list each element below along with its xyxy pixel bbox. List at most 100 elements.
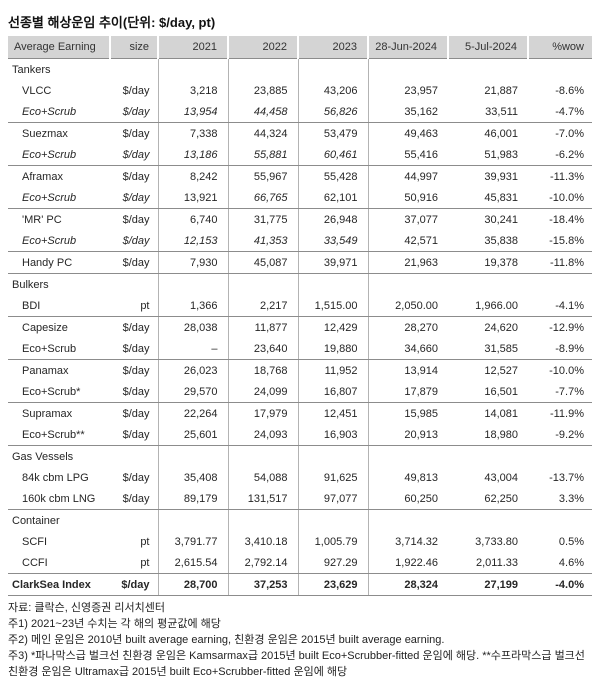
- value-cell: -7.0%: [555, 127, 584, 140]
- value-cell: -8.6%: [555, 84, 584, 97]
- unit-cell: $/day: [110, 424, 158, 446]
- section-label: Bulkers: [12, 278, 49, 291]
- unit-cell: $/day: [122, 364, 150, 377]
- value-cell: 35,408: [157, 467, 228, 488]
- value-cell: 24,099: [227, 381, 298, 403]
- value-cell: 31,585: [448, 338, 528, 360]
- empty-cell: [227, 273, 298, 295]
- freight-table-body: Tankers VLCC $/day 3,218 23,885 43,206 23,957 2…: [8, 58, 592, 596]
- value-cell: 37,077: [367, 208, 448, 230]
- value-cell: 33,511: [448, 101, 528, 123]
- value-cell: 42,571: [367, 230, 448, 252]
- row-label: 84k cbm LPG: [22, 471, 89, 484]
- value-cell: 51,983: [448, 144, 528, 166]
- row-label: 'MR' PC: [22, 213, 62, 226]
- value-cell: -4.1%: [528, 295, 592, 317]
- value-cell: 16,807: [297, 381, 368, 403]
- row-label: Aframax: [22, 170, 63, 183]
- section-row: Tankers: [8, 58, 592, 81]
- value-cell: 7,930: [157, 251, 228, 274]
- value-cell: 8,242: [157, 165, 228, 187]
- value-cell: 11,877: [227, 316, 298, 338]
- unit-cell: $/day: [110, 230, 158, 252]
- note-2: 주2) 메인 운임은 2010년 built average earning, …: [8, 634, 445, 646]
- value-cell: 45,087: [227, 251, 298, 274]
- unit-cell: $/day: [110, 573, 158, 596]
- col-header-average-earning: Average Earning: [8, 36, 110, 59]
- value-cell: -9.2%: [528, 424, 592, 446]
- table-row: Eco+Scrub $/day 13,954 44,458 56,826 35,162 33…: [8, 101, 592, 123]
- empty-cell: [528, 59, 592, 81]
- section-row: Bulkers: [8, 273, 592, 296]
- col-header-2022: 2022: [227, 36, 298, 59]
- section-label: Tankers: [12, 63, 51, 76]
- value-cell: 26,023: [157, 359, 228, 381]
- value-cell: 2,792.14: [227, 552, 298, 574]
- table-row: VLCC $/day 3,218 23,885 43,206 23,957 21,887 -8…: [8, 80, 592, 101]
- empty-cell: [297, 273, 368, 295]
- table-row: Eco+Scrub $/day 12,153 41,353 33,549 42,571 35…: [8, 230, 592, 252]
- empty-cell: [528, 446, 592, 468]
- value-cell: -18.4%: [549, 213, 584, 226]
- empty-cell: [528, 274, 592, 296]
- value-cell: –: [157, 338, 228, 360]
- value-cell: 21,887: [484, 84, 518, 97]
- value-cell: 15,985: [367, 402, 448, 424]
- value-cell: -11.3%: [549, 170, 584, 183]
- table-row: Aframax $/day 8,242 55,967 55,428 44,997 39,93…: [8, 165, 592, 187]
- value-cell: 37,253: [227, 573, 298, 596]
- value-cell: -12.9%: [549, 321, 584, 334]
- col-header-28-jun-2024: 28-Jun-2024: [367, 36, 448, 59]
- value-cell: 1,922.46: [367, 552, 448, 574]
- value-cell: 62,101: [297, 187, 368, 209]
- row-label: CCFI: [8, 552, 110, 574]
- value-cell: 55,428: [297, 165, 368, 187]
- row-label: VLCC: [22, 84, 52, 97]
- note-3: 주3) *파나막스급 벌크선 친환경 운임은 Kamsarmax급 2015년 …: [8, 650, 585, 678]
- value-cell: 19,378: [448, 251, 528, 274]
- value-cell: 131,517: [227, 488, 298, 510]
- value-cell: 27,199: [448, 573, 528, 596]
- col-header-size: size: [109, 36, 158, 59]
- value-cell: 0.5%: [558, 535, 584, 548]
- value-cell: 11,952: [297, 359, 368, 381]
- empty-cell: [367, 445, 448, 467]
- value-cell: 62,250: [448, 488, 528, 510]
- table-row: Eco+Scrub $/day 13,186 55,881 60,461 55,416 51…: [8, 144, 592, 166]
- col-header-2023: 2023: [297, 36, 368, 59]
- table-row: Handy PC $/day 7,930 45,087 39,971 21,963 19,3…: [8, 251, 592, 274]
- value-cell: 17,979: [227, 402, 298, 424]
- unit-cell: $/day: [122, 407, 150, 420]
- unit-cell: pt: [140, 535, 150, 548]
- value-cell: 13,921: [157, 187, 228, 209]
- value-cell: 16,903: [297, 424, 368, 446]
- value-cell: 7,338: [157, 122, 228, 144]
- value-cell: 23,629: [297, 573, 368, 596]
- value-cell: 44,458: [227, 101, 298, 123]
- empty-cell: [367, 273, 448, 295]
- table-row: Capesize $/day 28,038 11,877 12,429 28,270 24,…: [8, 316, 592, 338]
- row-label: Eco+Scrub: [8, 144, 110, 166]
- value-cell: 49,463: [367, 122, 448, 144]
- value-cell: 43,004: [484, 471, 518, 484]
- unit-cell: $/day: [122, 170, 150, 183]
- value-cell: 28,270: [367, 316, 448, 338]
- value-cell: 13,186: [157, 144, 228, 166]
- row-label: Panamax: [22, 364, 69, 377]
- value-cell: 3,714.32: [367, 531, 448, 552]
- freight-rate-table: Average Earning size 2021 2022 2023 28-J…: [8, 36, 592, 596]
- empty-cell: [110, 59, 158, 81]
- table-row: Suezmax $/day 7,338 44,324 53,479 49,463 46,00…: [8, 122, 592, 144]
- unit-cell: $/day: [122, 213, 150, 226]
- col-header-2021: 2021: [157, 36, 228, 59]
- value-cell: 41,353: [227, 230, 298, 252]
- row-label: Supramax: [22, 407, 73, 420]
- value-cell: 2,615.54: [157, 552, 228, 574]
- value-cell: 12,429: [297, 316, 368, 338]
- unit-cell: $/day: [110, 338, 158, 360]
- value-cell: 55,881: [227, 144, 298, 166]
- unit-cell: $/day: [110, 381, 158, 403]
- value-cell: 21,963: [367, 251, 448, 274]
- value-cell: 39,971: [297, 251, 368, 274]
- table-row: Eco+Scrub** $/day 25,601 24,093 16,903 20,913…: [8, 424, 592, 446]
